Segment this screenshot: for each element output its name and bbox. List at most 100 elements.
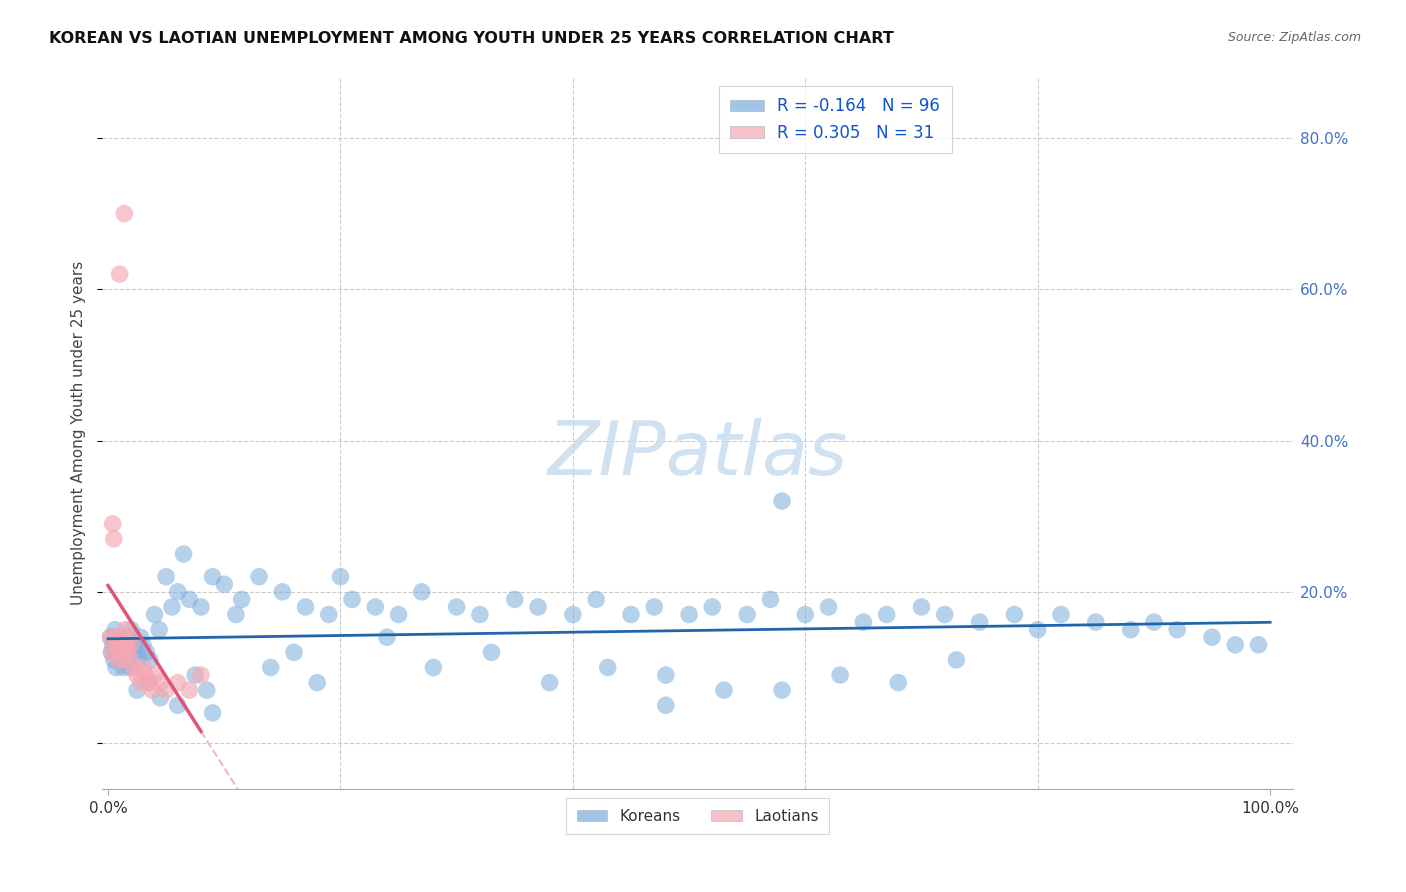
Text: KOREAN VS LAOTIAN UNEMPLOYMENT AMONG YOUTH UNDER 25 YEARS CORRELATION CHART: KOREAN VS LAOTIAN UNEMPLOYMENT AMONG YOU… [49,31,894,46]
Point [934,607,956,622]
Point [307,675,329,690]
Point [794,607,817,622]
Legend: Koreans, Laotians: Koreans, Laotians [567,797,830,834]
Point [120,638,142,652]
Point [105,645,128,659]
Point [201,570,224,584]
Point [105,660,128,674]
Point [179,683,201,698]
Point [114,623,136,637]
Point [166,698,188,713]
Point [1050,607,1073,622]
Point [138,675,160,690]
Point [143,668,166,682]
Point [1084,615,1107,629]
Point [117,645,139,659]
Point [283,645,305,659]
Point [329,570,352,584]
Point [770,494,793,508]
Point [103,653,125,667]
Point [115,638,138,652]
Point [1119,623,1142,637]
Point [364,599,387,614]
Point [117,638,139,652]
Point [111,630,134,644]
Point [596,660,619,674]
Point [260,660,283,674]
Point [561,607,583,622]
Point [830,668,852,682]
Point [129,630,152,644]
Point [375,630,398,644]
Point [620,607,643,622]
Point [120,653,142,667]
Point [135,645,157,659]
Point [104,630,127,644]
Point [98,630,121,644]
Point [422,660,444,674]
Point [247,570,270,584]
Point [110,653,132,667]
Point [112,653,135,667]
Point [104,623,127,637]
Point [702,599,724,614]
Y-axis label: Unemployment Among Youth under 25 years: Unemployment Among Youth under 25 years [72,260,86,605]
Point [155,683,177,698]
Point [143,607,166,622]
Point [585,592,607,607]
Point [115,653,138,667]
Point [411,585,433,599]
Point [125,683,148,698]
Point [166,675,188,690]
Point [100,645,122,659]
Point [387,607,409,622]
Point [190,668,212,682]
Point [173,547,195,561]
Point [138,675,160,690]
Point [876,607,898,622]
Point [129,675,152,690]
Point [1225,638,1247,652]
Point [1026,623,1049,637]
Point [112,206,135,220]
Point [100,645,122,659]
Point [101,516,124,531]
Point [108,630,131,644]
Point [155,570,177,584]
Point [118,630,141,644]
Point [678,607,700,622]
Point [114,630,136,644]
Point [969,615,991,629]
Point [887,675,910,690]
Point [655,668,678,682]
Point [231,592,253,607]
Point [112,660,135,674]
Point [446,599,468,614]
Point [98,630,121,644]
Point [132,638,155,652]
Point [120,660,142,674]
Point [127,653,149,667]
Point [118,645,141,659]
Point [122,638,145,652]
Point [212,577,235,591]
Point [1143,615,1166,629]
Point [945,653,967,667]
Point [105,638,128,652]
Point [527,599,550,614]
Point [101,638,124,652]
Point [759,592,782,607]
Point [149,690,172,705]
Point [294,599,316,614]
Point [134,668,156,682]
Point [139,653,162,667]
Point [107,653,129,667]
Point [111,638,134,652]
Point [160,599,183,614]
Point [1201,630,1223,644]
Point [105,638,128,652]
Point [1247,638,1270,652]
Point [340,592,363,607]
Point [107,645,129,659]
Point [184,668,207,682]
